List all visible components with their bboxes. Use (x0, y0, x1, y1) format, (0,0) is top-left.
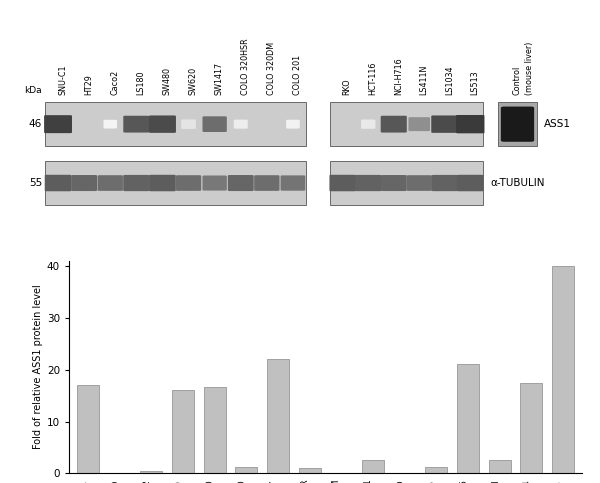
FancyBboxPatch shape (355, 175, 382, 191)
FancyBboxPatch shape (45, 102, 306, 146)
Text: LS1034: LS1034 (445, 65, 454, 95)
FancyBboxPatch shape (98, 175, 123, 191)
FancyBboxPatch shape (330, 102, 483, 146)
FancyBboxPatch shape (501, 107, 534, 142)
FancyBboxPatch shape (71, 175, 97, 191)
FancyBboxPatch shape (103, 120, 117, 128)
FancyBboxPatch shape (254, 175, 280, 191)
Bar (299, 468, 321, 473)
Bar (457, 365, 479, 473)
Bar (520, 383, 542, 473)
Text: SW1417: SW1417 (215, 62, 224, 95)
FancyBboxPatch shape (381, 116, 407, 132)
Text: 46: 46 (29, 119, 42, 129)
FancyBboxPatch shape (431, 175, 458, 191)
FancyBboxPatch shape (330, 161, 483, 205)
Text: SW480: SW480 (163, 67, 172, 95)
Text: COLO 320DM: COLO 320DM (267, 42, 276, 95)
FancyBboxPatch shape (203, 116, 227, 132)
Text: SW620: SW620 (188, 67, 197, 95)
FancyBboxPatch shape (234, 120, 248, 128)
FancyBboxPatch shape (202, 175, 227, 191)
Text: SNU-C1: SNU-C1 (58, 64, 67, 95)
FancyBboxPatch shape (407, 175, 432, 191)
FancyBboxPatch shape (286, 120, 300, 128)
FancyBboxPatch shape (281, 175, 305, 191)
FancyBboxPatch shape (181, 119, 196, 129)
FancyBboxPatch shape (381, 175, 407, 191)
Bar (362, 460, 384, 473)
Bar (425, 467, 448, 473)
Text: (mouse liver): (mouse liver) (525, 42, 534, 95)
Text: LS411N: LS411N (419, 64, 428, 95)
Bar (267, 359, 289, 473)
FancyBboxPatch shape (456, 115, 484, 133)
Text: α-TUBULIN: α-TUBULIN (490, 178, 545, 188)
FancyBboxPatch shape (44, 115, 72, 133)
Text: Caco2: Caco2 (110, 70, 119, 95)
Text: COLO 201: COLO 201 (293, 55, 302, 95)
FancyBboxPatch shape (361, 119, 376, 129)
FancyBboxPatch shape (409, 117, 430, 131)
FancyBboxPatch shape (228, 175, 254, 191)
FancyBboxPatch shape (431, 115, 458, 133)
FancyBboxPatch shape (498, 102, 537, 146)
FancyBboxPatch shape (124, 116, 149, 132)
Text: ASS1: ASS1 (544, 119, 571, 129)
FancyBboxPatch shape (45, 161, 306, 205)
Text: COLO 320HSR: COLO 320HSR (241, 38, 250, 95)
Text: Control: Control (513, 66, 522, 95)
Text: LS180: LS180 (136, 70, 145, 95)
Bar (203, 387, 226, 473)
Text: HCT-116: HCT-116 (368, 61, 377, 95)
Text: 55: 55 (29, 178, 42, 188)
Bar (552, 266, 574, 473)
FancyBboxPatch shape (123, 175, 149, 191)
Text: HT29: HT29 (84, 74, 93, 95)
Y-axis label: Fold of relative ASS1 protein level: Fold of relative ASS1 protein level (32, 284, 43, 450)
Text: LS513: LS513 (470, 70, 479, 95)
FancyBboxPatch shape (45, 175, 71, 191)
Bar (172, 390, 194, 473)
Bar (235, 467, 257, 473)
Bar (140, 471, 163, 473)
FancyBboxPatch shape (176, 175, 201, 191)
Text: NCI-H716: NCI-H716 (394, 57, 403, 95)
FancyBboxPatch shape (329, 175, 356, 191)
FancyBboxPatch shape (149, 115, 176, 133)
Bar (488, 460, 511, 473)
FancyBboxPatch shape (457, 175, 484, 191)
Text: kDa: kDa (25, 85, 42, 95)
Bar (77, 385, 99, 473)
Text: RKO: RKO (343, 78, 352, 95)
FancyBboxPatch shape (149, 175, 176, 191)
